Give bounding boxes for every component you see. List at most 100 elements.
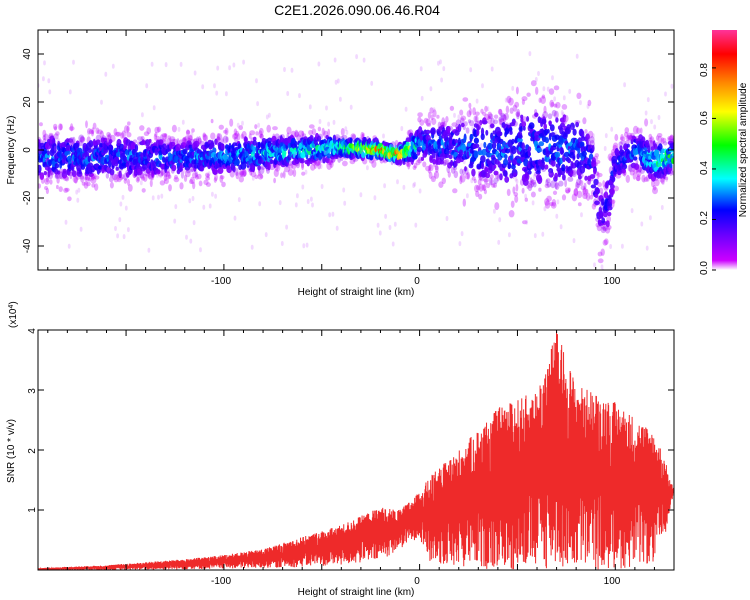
spectrogram-cell [197,136,202,145]
spectrogram-cell [589,174,596,179]
spectrogram-cell [327,159,333,164]
spectrogram-cell [592,133,595,139]
snr-x-axis-label: Height of straight line (km) [298,587,415,598]
spectrogram-cell [91,130,94,137]
spectrogram-cell [554,110,559,119]
spectrogram-cell [300,157,305,164]
spectrogram-cell [141,112,144,118]
snr-ytick-label: 1 [27,507,38,513]
spectrogram-cell [584,194,588,200]
spectrogram-cell [216,65,220,71]
spectrogram-cell [561,194,567,201]
spectrogram-cell [239,171,244,177]
spectrogram-cell [185,169,191,178]
spectrogram-cell [593,178,599,186]
spectrogram-cell [432,109,437,118]
spectrogram-cell [120,132,125,139]
spectrogram-cell [95,139,101,145]
spectrogram-cell [480,155,486,163]
spectrogram-cell [67,196,72,202]
spectrogram-cell [526,92,531,97]
spectrogram-cell [267,162,271,171]
spectrogram-cell [349,137,353,145]
spectrogram-cell [528,122,535,130]
spectrogram-cell [472,107,476,116]
spectrogram-cell [72,59,75,65]
spectrogram-cell [213,83,216,89]
spectrogram-cell [518,134,523,139]
spectrogram-cell [350,133,356,140]
spectrogram-cell [521,142,525,151]
spectrogram-cell [103,140,109,149]
spectrogram-cell [135,176,140,183]
spectrogram-cell [415,159,421,166]
spectrogram-cell [160,193,164,199]
spectrogram-cell [427,111,431,120]
spectrogram-cell [596,224,602,232]
spectrogram-cell [161,133,168,138]
spectrogram-cell [87,130,90,136]
spectrogram-cell [464,166,467,172]
spectrogram-cell [454,139,459,144]
spectrogram-cell [235,167,239,177]
spectrogram-cell [114,226,117,231]
spectrogram-cell [660,137,665,145]
spectrogram-cell [468,102,472,109]
spectrogram-cell [174,175,178,180]
spectrogram-cell [76,197,80,203]
spectrogram-cell [169,136,176,142]
spectrogram-cell [498,118,502,125]
spectrogram-cell [667,135,673,141]
spectrogram-cell [106,131,111,138]
spectrogram-cell [407,161,411,170]
spectrogram-cell [611,176,616,183]
spectrogram-cell [621,168,626,174]
spectrogram-cell [168,184,172,192]
spectrogram-cell [502,114,507,123]
spectrogram-cell [460,122,465,128]
spectrogram-cell [116,233,119,239]
spectrogram-cell [191,128,195,133]
snr-y-multiplier: (x104) [8,301,20,328]
spectrogram-cell [264,232,268,238]
spectrogram-cell [609,244,612,249]
spectrogram-cell [371,160,377,168]
spectrogram-cell [543,123,547,130]
spectrogram-cell [552,190,558,195]
spectrogram-cell [430,114,434,121]
spectrogram-cell [161,143,167,150]
spectrogram-cell [335,225,339,231]
spectrogram-cell [544,137,550,144]
spectrogram-cell [362,57,366,63]
spectrogram-cell [486,182,491,189]
spectrogram-cell [447,171,451,178]
spectrogram-cell [311,160,317,166]
spectrogram-cell [570,126,574,132]
spectrogram-cell [159,180,166,186]
spectrogram-cell [493,177,498,185]
spectrogram-cell [182,136,187,141]
spectrogram-cell [95,127,100,135]
spectrogram-cell [548,168,554,174]
spectrogram-cell [258,130,263,139]
spectrogram-cell [660,205,664,210]
spectrogram-cell [600,222,606,229]
spectrogram-cell [604,133,608,139]
spectrogram-cell [259,133,264,140]
spectrogram-cell [402,184,406,190]
spectrogram-cell [121,130,126,139]
spectrogram-cell [493,164,497,169]
spectrogram-cell [138,171,145,179]
spectrogram-cell [459,174,466,183]
spectrogram-cell [485,172,491,179]
spectrogram-cell [80,174,85,183]
spectrogram-cell [185,129,190,136]
spectrogram-cell [430,175,436,183]
spectrogram-cell [47,170,51,178]
spectrogram-cell [657,115,661,120]
spectrogram-cell [435,164,439,173]
spectrogram-cell [551,199,557,207]
spectrogram-cell [428,164,434,172]
spectrogram-cell [38,183,41,189]
chart-title: C2E1.2026.090.06.46.R04 [274,2,440,18]
